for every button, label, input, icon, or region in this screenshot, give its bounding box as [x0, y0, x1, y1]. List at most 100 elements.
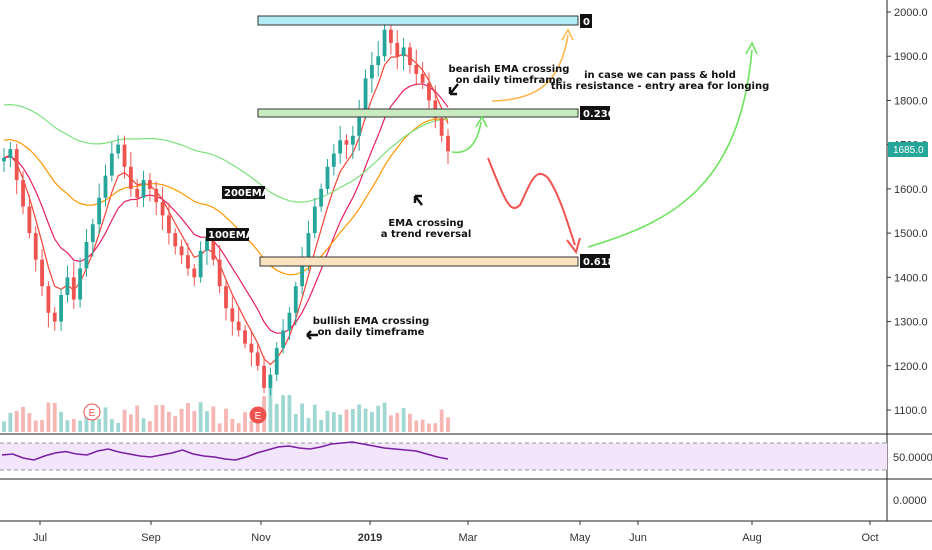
fib-tag-0618-bg	[580, 254, 610, 268]
candle-body	[224, 286, 228, 309]
volume-bar	[71, 418, 76, 432]
annotations: bearish EMA crossing on daily timeframe …	[83, 64, 769, 424]
black-arrow-bearish	[448, 83, 459, 96]
candle-body	[173, 233, 178, 247]
black-arrow-ema	[413, 194, 423, 206]
fib-tag-0618: 0.618	[583, 257, 615, 268]
fib-tag-0236-bg	[580, 106, 610, 120]
rsi-tick-50: 50.0000	[893, 452, 932, 464]
ema-line	[3, 83, 449, 334]
candle-body	[103, 175, 108, 198]
earnings-circle-1	[83, 403, 101, 421]
price-axis[interactable]: 2000.01900.01800.01700.01600.01500.01400…	[887, 7, 928, 417]
red-arrow	[487, 157, 576, 246]
price-tick-label: 2000.0	[894, 7, 928, 19]
volume-bar	[97, 418, 102, 432]
candle-body	[211, 237, 216, 260]
candle-body	[376, 56, 381, 66]
candle-body	[230, 308, 235, 322]
candle-body	[90, 224, 95, 242]
annotation-ema-reversal-1: EMA crossing	[388, 218, 463, 229]
price-tick-label: 1500.0	[894, 228, 928, 240]
candle-body	[281, 330, 285, 349]
price-tick-label: 1800.0	[894, 95, 928, 107]
volume-bar	[293, 414, 298, 432]
annotation-bullish-2: on daily timeframe	[318, 327, 425, 338]
fib-tag-0-bg	[580, 14, 592, 28]
ema-line	[3, 52, 449, 366]
volume-bar	[135, 405, 140, 432]
candle-body	[350, 135, 355, 145]
price-tick-label: 1300.0	[894, 317, 928, 329]
volume-bar	[173, 416, 178, 432]
candle-body	[319, 188, 324, 207]
candle-body	[97, 197, 102, 225]
fib-level-0[interactable]: 0	[257, 14, 592, 28]
annotation-bearish-2: on daily timeframe	[456, 75, 563, 86]
candle-body	[427, 82, 431, 101]
volume-bar	[78, 420, 83, 432]
volume-bar	[249, 420, 254, 432]
candle-body	[27, 206, 32, 234]
earnings-label-2: E	[255, 411, 262, 422]
volume-bar	[389, 415, 393, 432]
candle-body	[312, 206, 317, 234]
candle-body	[167, 215, 171, 234]
volume-bar	[14, 411, 19, 432]
volume-bar	[446, 417, 450, 432]
volume-bar	[167, 411, 171, 432]
candle-body	[116, 144, 121, 154]
volume-bar	[2, 421, 6, 432]
candle-body	[65, 277, 70, 296]
candle-body	[382, 29, 387, 57]
long-green-arrow-head	[745, 41, 758, 55]
annotation-resistance-1: in case we can pass & hold	[584, 70, 736, 81]
volume-bar	[331, 412, 336, 432]
time-tick-label: Mar	[459, 532, 478, 544]
fib-level-0236[interactable]: 0.236	[257, 106, 615, 120]
candle-body	[192, 268, 197, 278]
candle-body	[122, 144, 127, 167]
volume-bar	[46, 402, 51, 432]
last-price-tag-bg	[888, 142, 928, 157]
candle-body	[71, 277, 76, 300]
last-price-tag[interactable]: 1685.0	[888, 142, 928, 157]
volume-bar	[198, 402, 203, 432]
candle-body	[8, 149, 13, 158]
candle-body	[78, 268, 83, 300]
annotation-ema-reversal-2: a trend reversal	[381, 229, 472, 240]
volume-bars	[2, 386, 450, 432]
candle-body	[357, 109, 362, 136]
rsi-line	[1, 441, 449, 461]
volume-bar	[147, 421, 152, 432]
ema-line	[3, 103, 449, 203]
time-tick-label: Sep	[141, 532, 161, 544]
time-axis[interactable]: Jul Sep Nov 2019 Mar May Jun Aug Oct	[33, 521, 879, 544]
volume-bar	[160, 405, 165, 432]
candle-body	[205, 237, 209, 251]
fib-level-0618[interactable]: 0.618	[259, 254, 615, 268]
candle-body	[154, 188, 159, 203]
rsi-band	[0, 443, 887, 470]
volume-bar	[255, 417, 260, 432]
volume-bar	[8, 412, 13, 432]
fib-zone-0	[257, 15, 579, 26]
volume-bar	[325, 410, 330, 432]
candle-body	[262, 365, 266, 388]
earnings-marker-2[interactable]: E	[249, 406, 267, 424]
volume-bar	[27, 413, 32, 432]
rsi-pane[interactable]: 50.0000 0.0000	[0, 441, 932, 507]
volume-bar	[90, 418, 95, 432]
candle-body	[249, 343, 254, 353]
volume-bar	[395, 412, 400, 432]
volume-bar	[84, 416, 89, 432]
time-tick-label: Aug	[742, 532, 762, 544]
volume-bar	[154, 405, 159, 432]
candle-body	[59, 295, 63, 322]
earnings-marker-1[interactable]: E	[83, 403, 101, 421]
candle-body	[369, 65, 374, 79]
volume-bar	[141, 418, 146, 432]
candle-body	[420, 73, 425, 83]
volume-bar	[243, 412, 247, 432]
